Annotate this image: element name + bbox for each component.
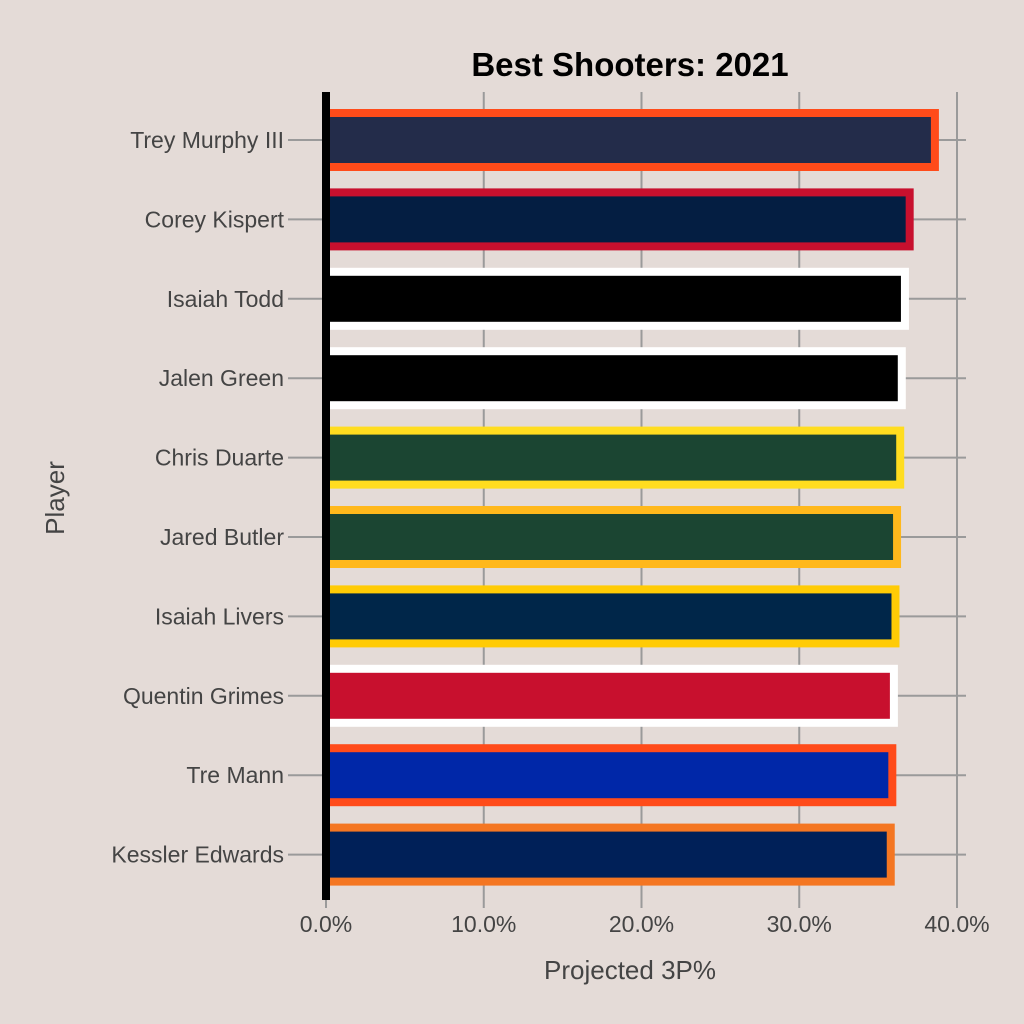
y-tick-label: Jared Butler <box>160 524 284 550</box>
y-tick-label: Quentin Grimes <box>123 683 284 709</box>
y-tick-label: Isaiah Todd <box>167 286 284 312</box>
bar <box>322 347 906 410</box>
y-tick-label: Corey Kispert <box>145 206 285 232</box>
bar <box>322 585 900 648</box>
y-axis-title: Player <box>40 461 70 535</box>
bar <box>322 109 939 171</box>
x-axis-title: Projected 3P% <box>544 955 716 985</box>
bar <box>322 188 914 251</box>
y-tick-label: Chris Duarte <box>155 445 284 471</box>
x-tick-label: 30.0% <box>767 911 832 937</box>
y-tick-label: Trey Murphy III <box>130 127 284 153</box>
y-tick-label: Tre Mann <box>186 762 284 788</box>
x-tick-label: 40.0% <box>924 911 989 937</box>
bar <box>322 426 905 489</box>
x-tick-label: 10.0% <box>451 911 516 937</box>
bar <box>322 744 897 807</box>
chart-title: Best Shooters: 2021 <box>471 46 788 83</box>
y-tick-label: Jalen Green <box>159 365 284 391</box>
bar <box>322 664 898 727</box>
bar <box>322 823 895 886</box>
x-tick-label: 20.0% <box>609 911 674 937</box>
bar <box>322 267 909 330</box>
bar <box>322 506 902 568</box>
y-tick-label: Isaiah Livers <box>155 603 284 629</box>
bars-layer <box>322 109 939 886</box>
axis-layer: 0.0% 10.0% 20.0% 30.0% 40.0% Trey Murphy III C… <box>111 92 990 937</box>
x-tick-label: 0.0% <box>300 911 352 937</box>
y-tick-label: Kessler Edwards <box>111 842 284 868</box>
